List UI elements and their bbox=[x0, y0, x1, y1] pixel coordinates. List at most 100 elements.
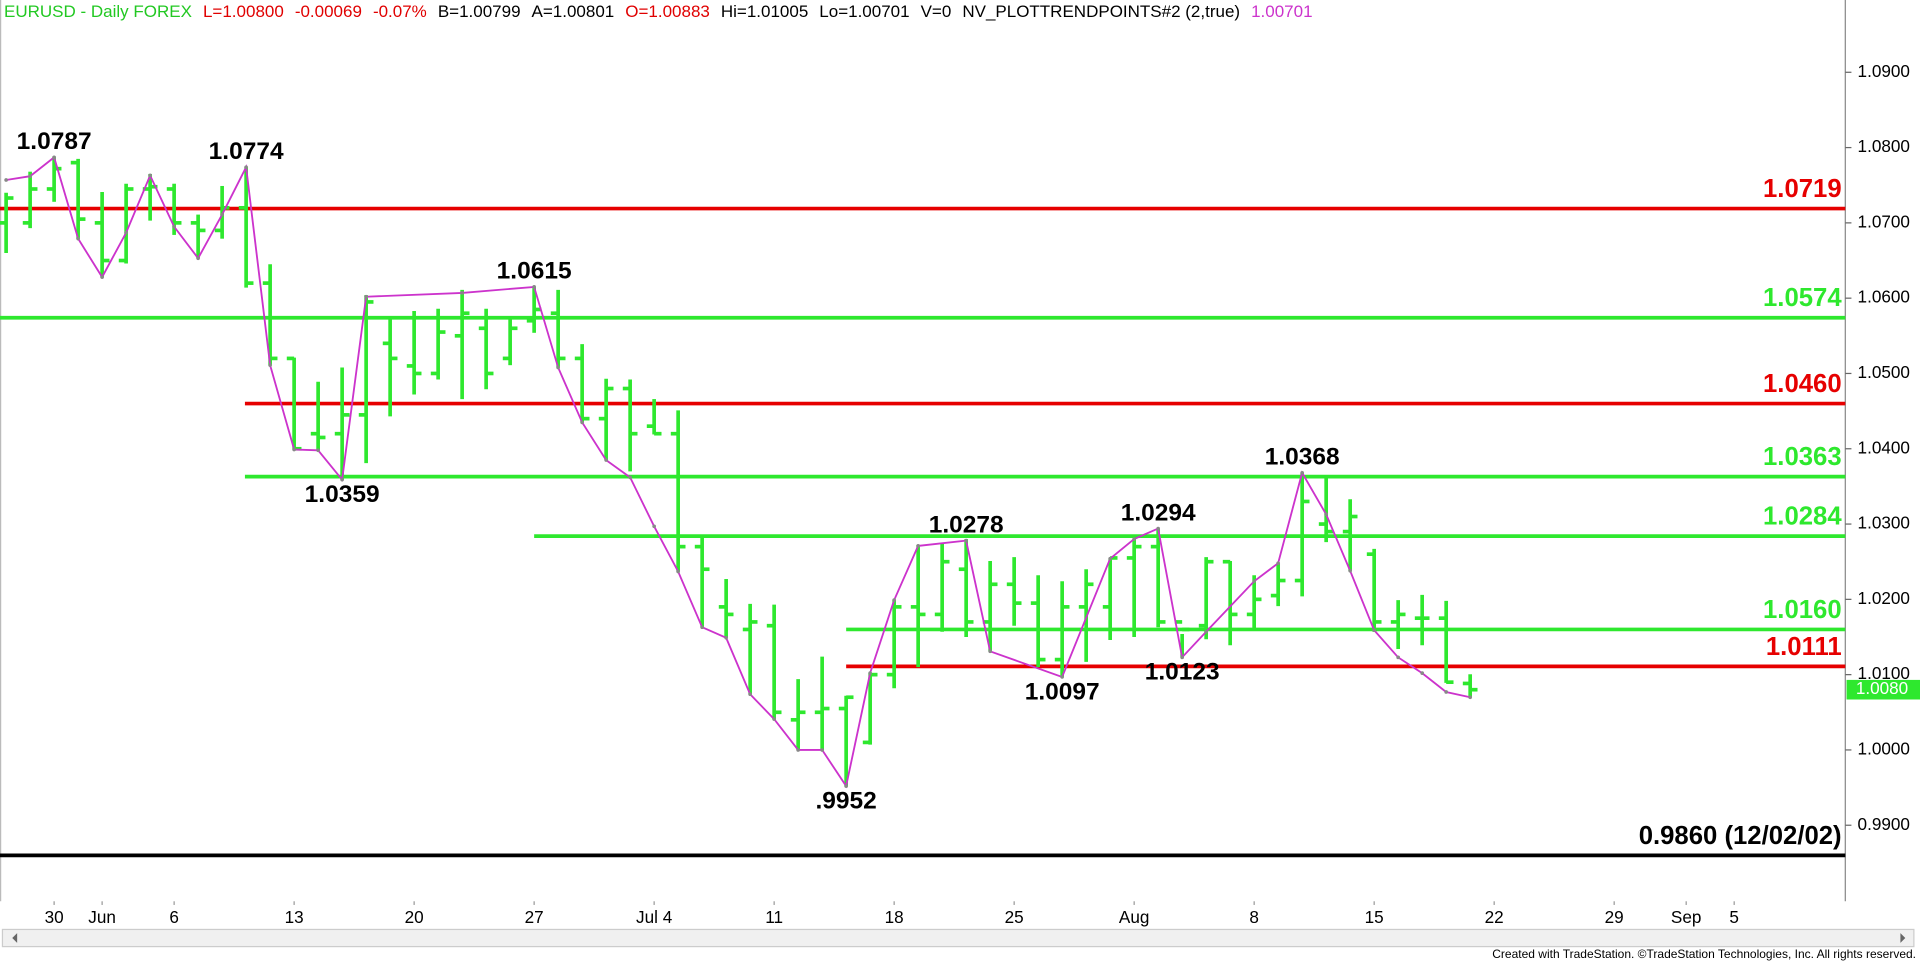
x-tick-label: Aug bbox=[1119, 907, 1149, 927]
trend-point bbox=[4, 178, 8, 182]
x-tick-label: 25 bbox=[1005, 907, 1024, 927]
trend-point bbox=[1300, 471, 1305, 475]
header-item: -0.00069 bbox=[294, 2, 362, 21]
x-tick-label: 29 bbox=[1605, 907, 1624, 927]
level-label: 1.0160 bbox=[1763, 596, 1842, 624]
x-tick-label: 15 bbox=[1365, 907, 1384, 927]
trend-point bbox=[796, 748, 800, 752]
header-item: O=1.00883 bbox=[625, 2, 710, 21]
trend-label: 1.0359 bbox=[305, 481, 380, 508]
header-item: -0.07% bbox=[372, 2, 427, 21]
trend-point bbox=[1276, 561, 1281, 566]
x-tick-label: 20 bbox=[405, 907, 424, 927]
trend-label: 1.0123 bbox=[1145, 659, 1220, 686]
trend-label: 1.0294 bbox=[1121, 499, 1196, 526]
trend-point bbox=[820, 748, 824, 752]
y-tick-label: 1.0000 bbox=[1858, 738, 1910, 758]
trend-point bbox=[748, 692, 752, 697]
y-tick-label: 0.9900 bbox=[1858, 814, 1910, 834]
trend-point bbox=[1372, 628, 1377, 633]
trend-label: 1.0787 bbox=[17, 128, 92, 155]
trend-point bbox=[1156, 526, 1160, 531]
trend-point bbox=[244, 165, 248, 169]
y-tick-label: 1.0100 bbox=[1858, 663, 1910, 683]
trend-point bbox=[100, 275, 104, 279]
scrollbar-track[interactable] bbox=[1, 928, 1915, 948]
price-bars bbox=[0, 156, 1478, 787]
trend-point bbox=[1252, 579, 1257, 584]
y-tick-label: 1.0900 bbox=[1858, 61, 1910, 81]
footer: Created with TradeStation. ©TradeStation… bbox=[1492, 947, 1916, 961]
trend-point bbox=[1420, 671, 1425, 675]
trend-point bbox=[892, 598, 896, 602]
x-tick-label: 6 bbox=[169, 907, 179, 927]
trend-point bbox=[76, 236, 80, 241]
trend-label: 1.0097 bbox=[1025, 678, 1100, 705]
trend-point bbox=[292, 447, 296, 452]
header-item: Hi=1.01005 bbox=[720, 2, 809, 21]
y-tick-label: 1.0500 bbox=[1858, 362, 1910, 382]
trend-point bbox=[316, 448, 320, 453]
trend-point bbox=[1324, 512, 1329, 517]
trend-point bbox=[148, 173, 152, 178]
x-tick-label: 11 bbox=[765, 907, 783, 927]
trend-point bbox=[916, 544, 920, 548]
x-tick-label: Sep bbox=[1671, 907, 1701, 927]
trend-point bbox=[1444, 690, 1449, 694]
y-tick-label: 1.0800 bbox=[1858, 136, 1910, 156]
header-item: V=0 bbox=[920, 2, 952, 21]
trend-point bbox=[580, 420, 584, 425]
y-tick-label: 1.0400 bbox=[1858, 437, 1910, 457]
level-label: 1.0460 bbox=[1763, 370, 1842, 398]
trend-point bbox=[556, 365, 560, 370]
header-item: L=1.00800 bbox=[202, 2, 284, 21]
trend-point bbox=[868, 671, 872, 675]
trend-point bbox=[1204, 629, 1208, 634]
x-tick-label: 13 bbox=[285, 907, 304, 927]
scroll-right-arrow[interactable] bbox=[1900, 933, 1906, 943]
y-tick-label: 1.0300 bbox=[1858, 513, 1910, 533]
y-tick-label: 1.0600 bbox=[1858, 287, 1910, 307]
trend-label: 1.0774 bbox=[209, 138, 284, 165]
x-tick-label: 27 bbox=[525, 907, 544, 927]
trend-point bbox=[220, 212, 224, 217]
last-price-label: 1.0080 bbox=[1856, 678, 1908, 698]
trend-point bbox=[652, 524, 656, 529]
trend-point bbox=[532, 285, 536, 289]
trend-point bbox=[724, 635, 728, 640]
level-label: 1.0719 bbox=[1763, 175, 1842, 203]
trend-point bbox=[1132, 537, 1136, 541]
y-tick-label: 1.0700 bbox=[1858, 211, 1910, 231]
trend-line bbox=[5, 155, 1471, 789]
level-label: 1.0284 bbox=[1763, 503, 1842, 531]
x-tick-label: 18 bbox=[885, 907, 904, 927]
trend-point bbox=[1468, 695, 1473, 700]
header-item: NV_PLOTTRENDPOINTS#2 (2,true) bbox=[962, 2, 1241, 21]
level-label: 1.0574 bbox=[1763, 284, 1842, 312]
scrollbar[interactable] bbox=[1, 928, 1915, 948]
header-item: Lo=1.00701 bbox=[819, 2, 910, 21]
header-item: EURUSD - Daily FOREX bbox=[4, 2, 192, 21]
trend-point bbox=[196, 256, 200, 261]
chart-header: EURUSD - Daily FOREX L=1.00800 -0.00069 -0.… bbox=[4, 2, 1313, 22]
trend-point bbox=[628, 475, 632, 480]
trend-point bbox=[340, 477, 344, 482]
trend-label: 1.0615 bbox=[497, 258, 572, 285]
trend-point bbox=[460, 291, 464, 295]
header-item: A=1.00801 bbox=[531, 2, 615, 21]
trend-label: .9952 bbox=[816, 787, 877, 814]
y-tick-label: 1.0200 bbox=[1858, 588, 1910, 608]
trend-point bbox=[700, 625, 704, 630]
trend-point bbox=[52, 155, 56, 160]
scroll-left-arrow[interactable] bbox=[12, 933, 18, 943]
trend-point bbox=[1108, 556, 1112, 561]
trend-point bbox=[172, 224, 176, 229]
trend-point bbox=[964, 538, 968, 543]
x-tick-label: 8 bbox=[1249, 907, 1259, 927]
x-tick-label: 5 bbox=[1729, 907, 1739, 927]
x-tick-label: Jul 4 bbox=[636, 907, 673, 927]
trend-label: 1.0368 bbox=[1265, 444, 1340, 471]
trend-point bbox=[604, 458, 608, 462]
